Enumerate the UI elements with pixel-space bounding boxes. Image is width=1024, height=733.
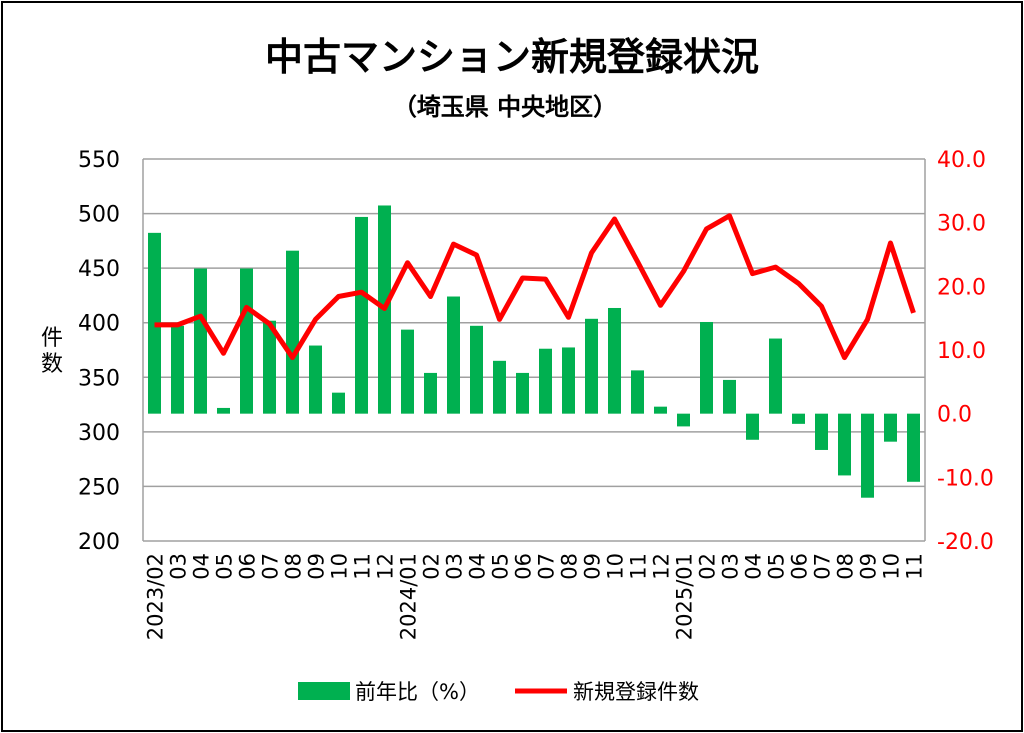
x-tick-label: 07 <box>535 553 559 580</box>
x-tick-label: 10 <box>880 553 904 580</box>
bar <box>746 413 759 440</box>
legend-bar-label: 前年比（%） <box>355 680 480 704</box>
x-tick-label: 08 <box>558 553 582 580</box>
bar <box>493 360 506 414</box>
x-tick-label: 2025/01 <box>673 553 697 640</box>
x-tick-label: 03 <box>443 553 467 580</box>
left-tick-label: 350 <box>78 366 120 391</box>
right-tick-label: 10.0 <box>937 339 986 364</box>
x-tick-label: 09 <box>305 553 329 580</box>
bar <box>631 370 644 414</box>
bar <box>355 216 368 414</box>
line-series <box>154 213 916 361</box>
bar <box>447 296 460 414</box>
bar <box>332 392 345 414</box>
x-tick-label: 04 <box>190 553 214 580</box>
bar <box>401 329 414 414</box>
left-tick-label: 400 <box>78 312 120 337</box>
chart-title: 中古マンション新規登録状況 <box>265 35 759 79</box>
legend: 前年比（%） 新規登録件数 <box>298 680 699 704</box>
bar <box>723 379 736 414</box>
bar <box>608 307 621 414</box>
left-tick-label: 550 <box>78 148 120 173</box>
x-tick-label: 10 <box>604 553 628 580</box>
x-tick-label: 12 <box>650 553 674 580</box>
x-tick-label: 04 <box>466 553 490 580</box>
right-tick-label: 30.0 <box>937 212 986 237</box>
right-tick-label: 40.0 <box>937 148 986 173</box>
bar <box>884 413 897 442</box>
legend-line-label: 新規登録件数 <box>573 680 699 704</box>
x-tick-label: 04 <box>742 553 766 580</box>
bar <box>815 413 828 450</box>
right-tick-label: 0.0 <box>937 403 972 428</box>
chart-subtitle: （埼玉県 中央地区） <box>393 93 617 121</box>
y-axis-label: 数 <box>41 352 63 377</box>
bar <box>470 325 483 414</box>
bar <box>700 321 713 414</box>
right-tick-label: -10.0 <box>937 466 994 491</box>
right-tick-label: -20.0 <box>937 530 994 555</box>
x-tick-label: 02 <box>696 553 720 580</box>
x-tick-label: 03 <box>167 553 191 580</box>
x-tick-label: 08 <box>834 553 858 580</box>
bar <box>424 372 437 414</box>
bar <box>309 345 322 414</box>
x-tick-label: 12 <box>374 553 398 580</box>
bar <box>838 413 851 476</box>
x-tick-label: 09 <box>581 553 605 580</box>
x-tick-label: 10 <box>328 553 352 580</box>
x-tick-label: 09 <box>857 553 881 580</box>
x-tick-label: 05 <box>489 553 513 580</box>
x-tick-label: 02 <box>420 553 444 580</box>
bar <box>539 348 552 414</box>
right-tick-label: 20.0 <box>937 275 986 300</box>
legend-bar-swatch <box>298 682 350 700</box>
x-tick-label: 06 <box>512 553 536 580</box>
x-tick-label: 07 <box>811 553 835 580</box>
bar <box>286 250 299 414</box>
left-tick-label: 500 <box>78 203 120 228</box>
bar <box>516 372 529 414</box>
x-tick-label: 05 <box>213 553 237 580</box>
x-tick-label: 2023/02 <box>144 553 168 640</box>
x-tick-label: 07 <box>259 553 283 580</box>
left-tick-label: 300 <box>78 421 120 446</box>
bar <box>769 338 782 414</box>
x-tick-label: 06 <box>236 553 260 580</box>
bar <box>907 413 920 482</box>
left-tick-label: 250 <box>78 475 120 500</box>
bar <box>585 318 598 414</box>
x-tick-label: 05 <box>765 553 789 580</box>
x-tick-label: 08 <box>282 553 306 580</box>
x-tick-label: 2024/01 <box>397 553 421 640</box>
bar <box>217 407 230 414</box>
bar <box>171 325 184 414</box>
x-tick-label: 03 <box>719 553 743 580</box>
left-tick-label: 200 <box>78 530 120 555</box>
x-tick-label: 11 <box>351 553 375 580</box>
bar <box>263 320 276 414</box>
bar <box>562 347 575 414</box>
bar <box>792 413 805 424</box>
y-axis-label: 件 <box>41 326 63 351</box>
bar <box>654 406 667 414</box>
x-tick-label: 11 <box>627 553 651 580</box>
bar <box>194 268 207 414</box>
bar <box>861 413 874 498</box>
bar <box>677 413 690 427</box>
bar <box>240 268 253 414</box>
left-tick-label: 450 <box>78 257 120 282</box>
x-tick-label: 06 <box>788 553 812 580</box>
x-tick-label: 11 <box>903 553 927 580</box>
